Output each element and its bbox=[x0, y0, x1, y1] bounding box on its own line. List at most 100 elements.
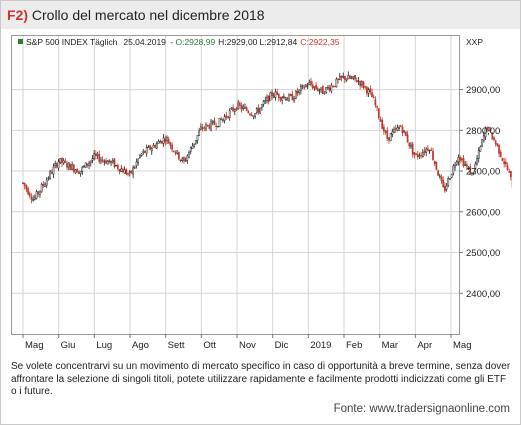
candle-body bbox=[149, 145, 151, 150]
candle-body bbox=[374, 99, 377, 106]
x-tick-label: Nov bbox=[239, 340, 256, 351]
candle-body bbox=[139, 155, 141, 158]
candle-body bbox=[37, 191, 40, 195]
candle-body bbox=[481, 139, 483, 147]
info-low: L:2912,84 bbox=[259, 37, 297, 47]
candle-body bbox=[467, 167, 470, 169]
candle-body bbox=[484, 127, 487, 138]
candle-body bbox=[508, 171, 511, 173]
candle-body bbox=[179, 159, 182, 162]
candle-body bbox=[350, 77, 353, 80]
candle-body bbox=[386, 130, 389, 139]
candle-body bbox=[35, 191, 38, 199]
candle-body bbox=[184, 160, 187, 162]
candle-body bbox=[489, 128, 492, 132]
candle-body bbox=[181, 158, 184, 161]
candle-body bbox=[274, 91, 277, 98]
candle-body bbox=[254, 113, 256, 117]
candle-body bbox=[59, 158, 62, 163]
candle-body bbox=[283, 96, 285, 98]
candle-body bbox=[423, 150, 426, 153]
candle-body bbox=[462, 157, 465, 167]
candle-body bbox=[504, 161, 507, 165]
candle-body bbox=[220, 118, 223, 121]
candle-body bbox=[288, 94, 290, 101]
candle-body bbox=[213, 120, 216, 125]
candle-body bbox=[257, 107, 260, 113]
candle-body bbox=[223, 116, 226, 121]
candle-body bbox=[498, 144, 500, 154]
candle-body bbox=[240, 105, 243, 110]
candle-body bbox=[486, 127, 489, 131]
candle-body bbox=[388, 137, 390, 141]
candle-body bbox=[469, 166, 472, 175]
candle-body bbox=[247, 110, 250, 114]
candle-body bbox=[161, 140, 163, 144]
candle-body bbox=[460, 158, 463, 160]
candle-body bbox=[232, 107, 234, 112]
candle-body bbox=[347, 75, 350, 80]
candle-body bbox=[239, 103, 241, 106]
candle-body bbox=[127, 173, 129, 175]
x-tick-label: Feb bbox=[346, 340, 362, 351]
candle-body bbox=[376, 106, 378, 108]
candle-body bbox=[362, 81, 365, 88]
candle-body bbox=[269, 92, 272, 101]
candle-body bbox=[281, 97, 284, 101]
candle-body bbox=[64, 161, 67, 163]
candle-body bbox=[425, 148, 428, 154]
candle-body bbox=[122, 168, 124, 173]
candle-body bbox=[342, 76, 345, 78]
candle-body bbox=[491, 132, 494, 140]
candle-body bbox=[228, 110, 231, 118]
candle-body bbox=[200, 126, 202, 130]
candle-body bbox=[479, 146, 482, 152]
candle-body bbox=[242, 106, 245, 109]
candle-body bbox=[474, 163, 477, 172]
candle-body bbox=[40, 184, 43, 193]
candle-body bbox=[364, 86, 367, 88]
grid-layer bbox=[12, 36, 463, 338]
candle-body bbox=[159, 141, 162, 144]
candle-body bbox=[415, 153, 417, 155]
candle-body bbox=[34, 197, 36, 200]
candle-body bbox=[233, 109, 236, 112]
candle-body bbox=[174, 152, 177, 154]
candle-body bbox=[252, 115, 255, 118]
candle-body bbox=[245, 107, 248, 111]
candle-body bbox=[284, 97, 287, 101]
candle-body bbox=[194, 140, 197, 144]
candle-body bbox=[79, 170, 82, 174]
candle-body bbox=[399, 125, 402, 128]
candle-body bbox=[186, 155, 189, 161]
x-tick-label: Sett bbox=[168, 340, 185, 351]
candle-body bbox=[420, 154, 422, 157]
candle-body bbox=[264, 100, 267, 102]
candle-body bbox=[98, 154, 101, 162]
candle-body bbox=[383, 126, 385, 132]
candle-body bbox=[357, 80, 360, 82]
y-tick-label: 2700,00 bbox=[466, 167, 500, 178]
candle-body bbox=[61, 157, 63, 164]
candle-body bbox=[418, 155, 421, 157]
candle-body bbox=[338, 76, 341, 80]
candle-body bbox=[335, 78, 338, 88]
candle-body bbox=[296, 90, 299, 94]
candle-body bbox=[39, 190, 41, 195]
candle-body bbox=[349, 75, 351, 79]
candle-body bbox=[22, 182, 24, 184]
y-tick-label: 2800,00 bbox=[466, 126, 500, 137]
candle-body bbox=[266, 97, 268, 101]
candle-body bbox=[323, 92, 326, 95]
candle-body bbox=[359, 80, 361, 86]
candle-body bbox=[510, 170, 512, 178]
candle-body bbox=[355, 80, 358, 83]
series-marker-icon bbox=[18, 39, 23, 44]
candle-body bbox=[433, 160, 436, 165]
candle-body bbox=[482, 134, 485, 142]
info-date: 25.04.2019 bbox=[123, 37, 166, 47]
candle-body bbox=[188, 151, 190, 158]
candle-body bbox=[250, 114, 253, 116]
candle-body bbox=[118, 168, 121, 172]
